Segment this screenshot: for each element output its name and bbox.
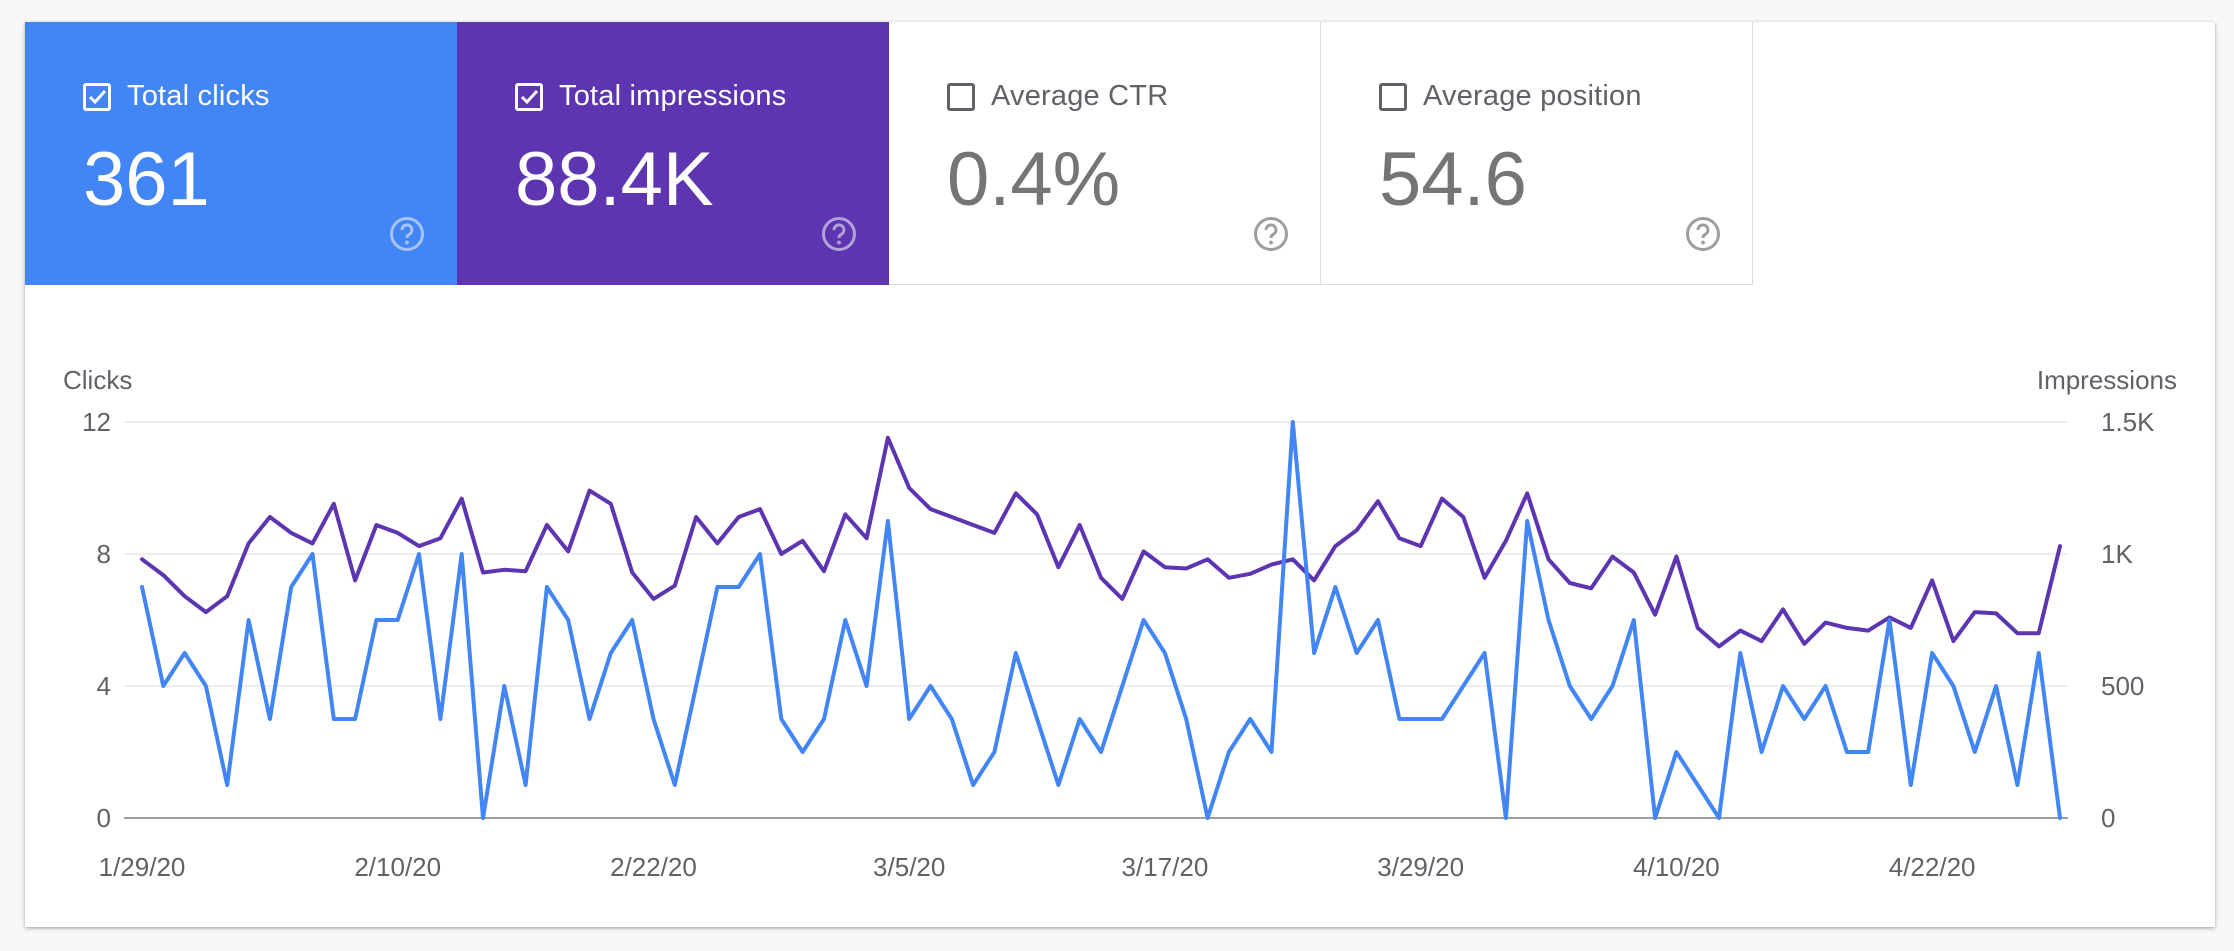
total-clicks-value: 361 bbox=[83, 137, 210, 222]
total-impressions-tile[interactable]: Total impressions 88.4K bbox=[457, 22, 889, 285]
performance-card: Total clicks 361 Total impressions 88.4K bbox=[25, 22, 2215, 927]
total-clicks-tile[interactable]: Total clicks 361 bbox=[25, 22, 457, 285]
checkbox-checked-icon[interactable] bbox=[515, 82, 543, 111]
help-circle-icon[interactable] bbox=[1253, 216, 1289, 252]
x-tick-label: 3/17/20 bbox=[1122, 852, 1209, 882]
clicks-series-line bbox=[140, 420, 2062, 820]
checkbox-checked-icon[interactable] bbox=[83, 82, 111, 111]
total-impressions-value: 88.4K bbox=[515, 137, 714, 222]
total-impressions-header: Total impressions bbox=[515, 80, 786, 113]
left-tick-label: 0 bbox=[97, 803, 111, 833]
left-tick-label: 12 bbox=[82, 407, 111, 437]
x-tick-label: 4/22/20 bbox=[1889, 852, 1976, 882]
x-tick-label: 3/29/20 bbox=[1377, 852, 1464, 882]
checkbox-empty-icon[interactable] bbox=[947, 82, 975, 111]
checkbox-empty-icon[interactable] bbox=[1379, 82, 1407, 111]
help-circle-icon[interactable] bbox=[821, 216, 857, 252]
right-tick-label: 500 bbox=[2101, 671, 2144, 701]
left-tick-label: 8 bbox=[97, 539, 111, 569]
left-axis-title: Clicks bbox=[63, 365, 133, 395]
right-tick-label: 1.5K bbox=[2101, 407, 2155, 437]
total-impressions-label: Total impressions bbox=[559, 80, 787, 112]
average-position-header: Average position bbox=[1379, 80, 1642, 113]
x-tick-label: 2/10/20 bbox=[354, 852, 441, 882]
help-circle-icon[interactable] bbox=[389, 216, 425, 252]
x-tick-label: 1/29/20 bbox=[99, 852, 186, 882]
right-axis-title: Impressions bbox=[2036, 365, 2177, 395]
total-clicks-label: Total clicks bbox=[127, 80, 270, 112]
left-tick-label: 4 bbox=[97, 671, 111, 701]
average-position-tile[interactable]: Average position 54.6 bbox=[1321, 22, 1753, 285]
average-ctr-label: Average CTR bbox=[991, 80, 1169, 112]
average-position-label: Average position bbox=[1423, 80, 1642, 112]
average-ctr-header: Average CTR bbox=[947, 80, 1168, 113]
performance-chart: Clicks Impressions 0 0 4 500 8 1K 12 1.5K 1/29/2… bbox=[25, 285, 2215, 927]
impressions-series-line bbox=[140, 435, 2062, 649]
average-ctr-value: 0.4% bbox=[947, 137, 1121, 222]
x-tick-label: 3/5/20 bbox=[873, 852, 945, 882]
right-tick-label: 0 bbox=[2101, 803, 2115, 833]
x-tick-label: 4/10/20 bbox=[1633, 852, 1720, 882]
metric-tiles: Total clicks 361 Total impressions 88.4K bbox=[25, 22, 1753, 285]
average-position-value: 54.6 bbox=[1379, 137, 1527, 222]
x-tick-label: 2/22/20 bbox=[610, 852, 697, 882]
help-circle-icon[interactable] bbox=[1685, 216, 1721, 252]
chart-plot: 0 0 4 500 8 1K 12 1.5K 1/29/20 2/10/20 2/22/20 3/5/… bbox=[82, 407, 2155, 882]
right-tick-label: 1K bbox=[2101, 539, 2133, 569]
total-clicks-header: Total clicks bbox=[83, 80, 270, 113]
average-ctr-tile[interactable]: Average CTR 0.4% bbox=[889, 22, 1321, 285]
